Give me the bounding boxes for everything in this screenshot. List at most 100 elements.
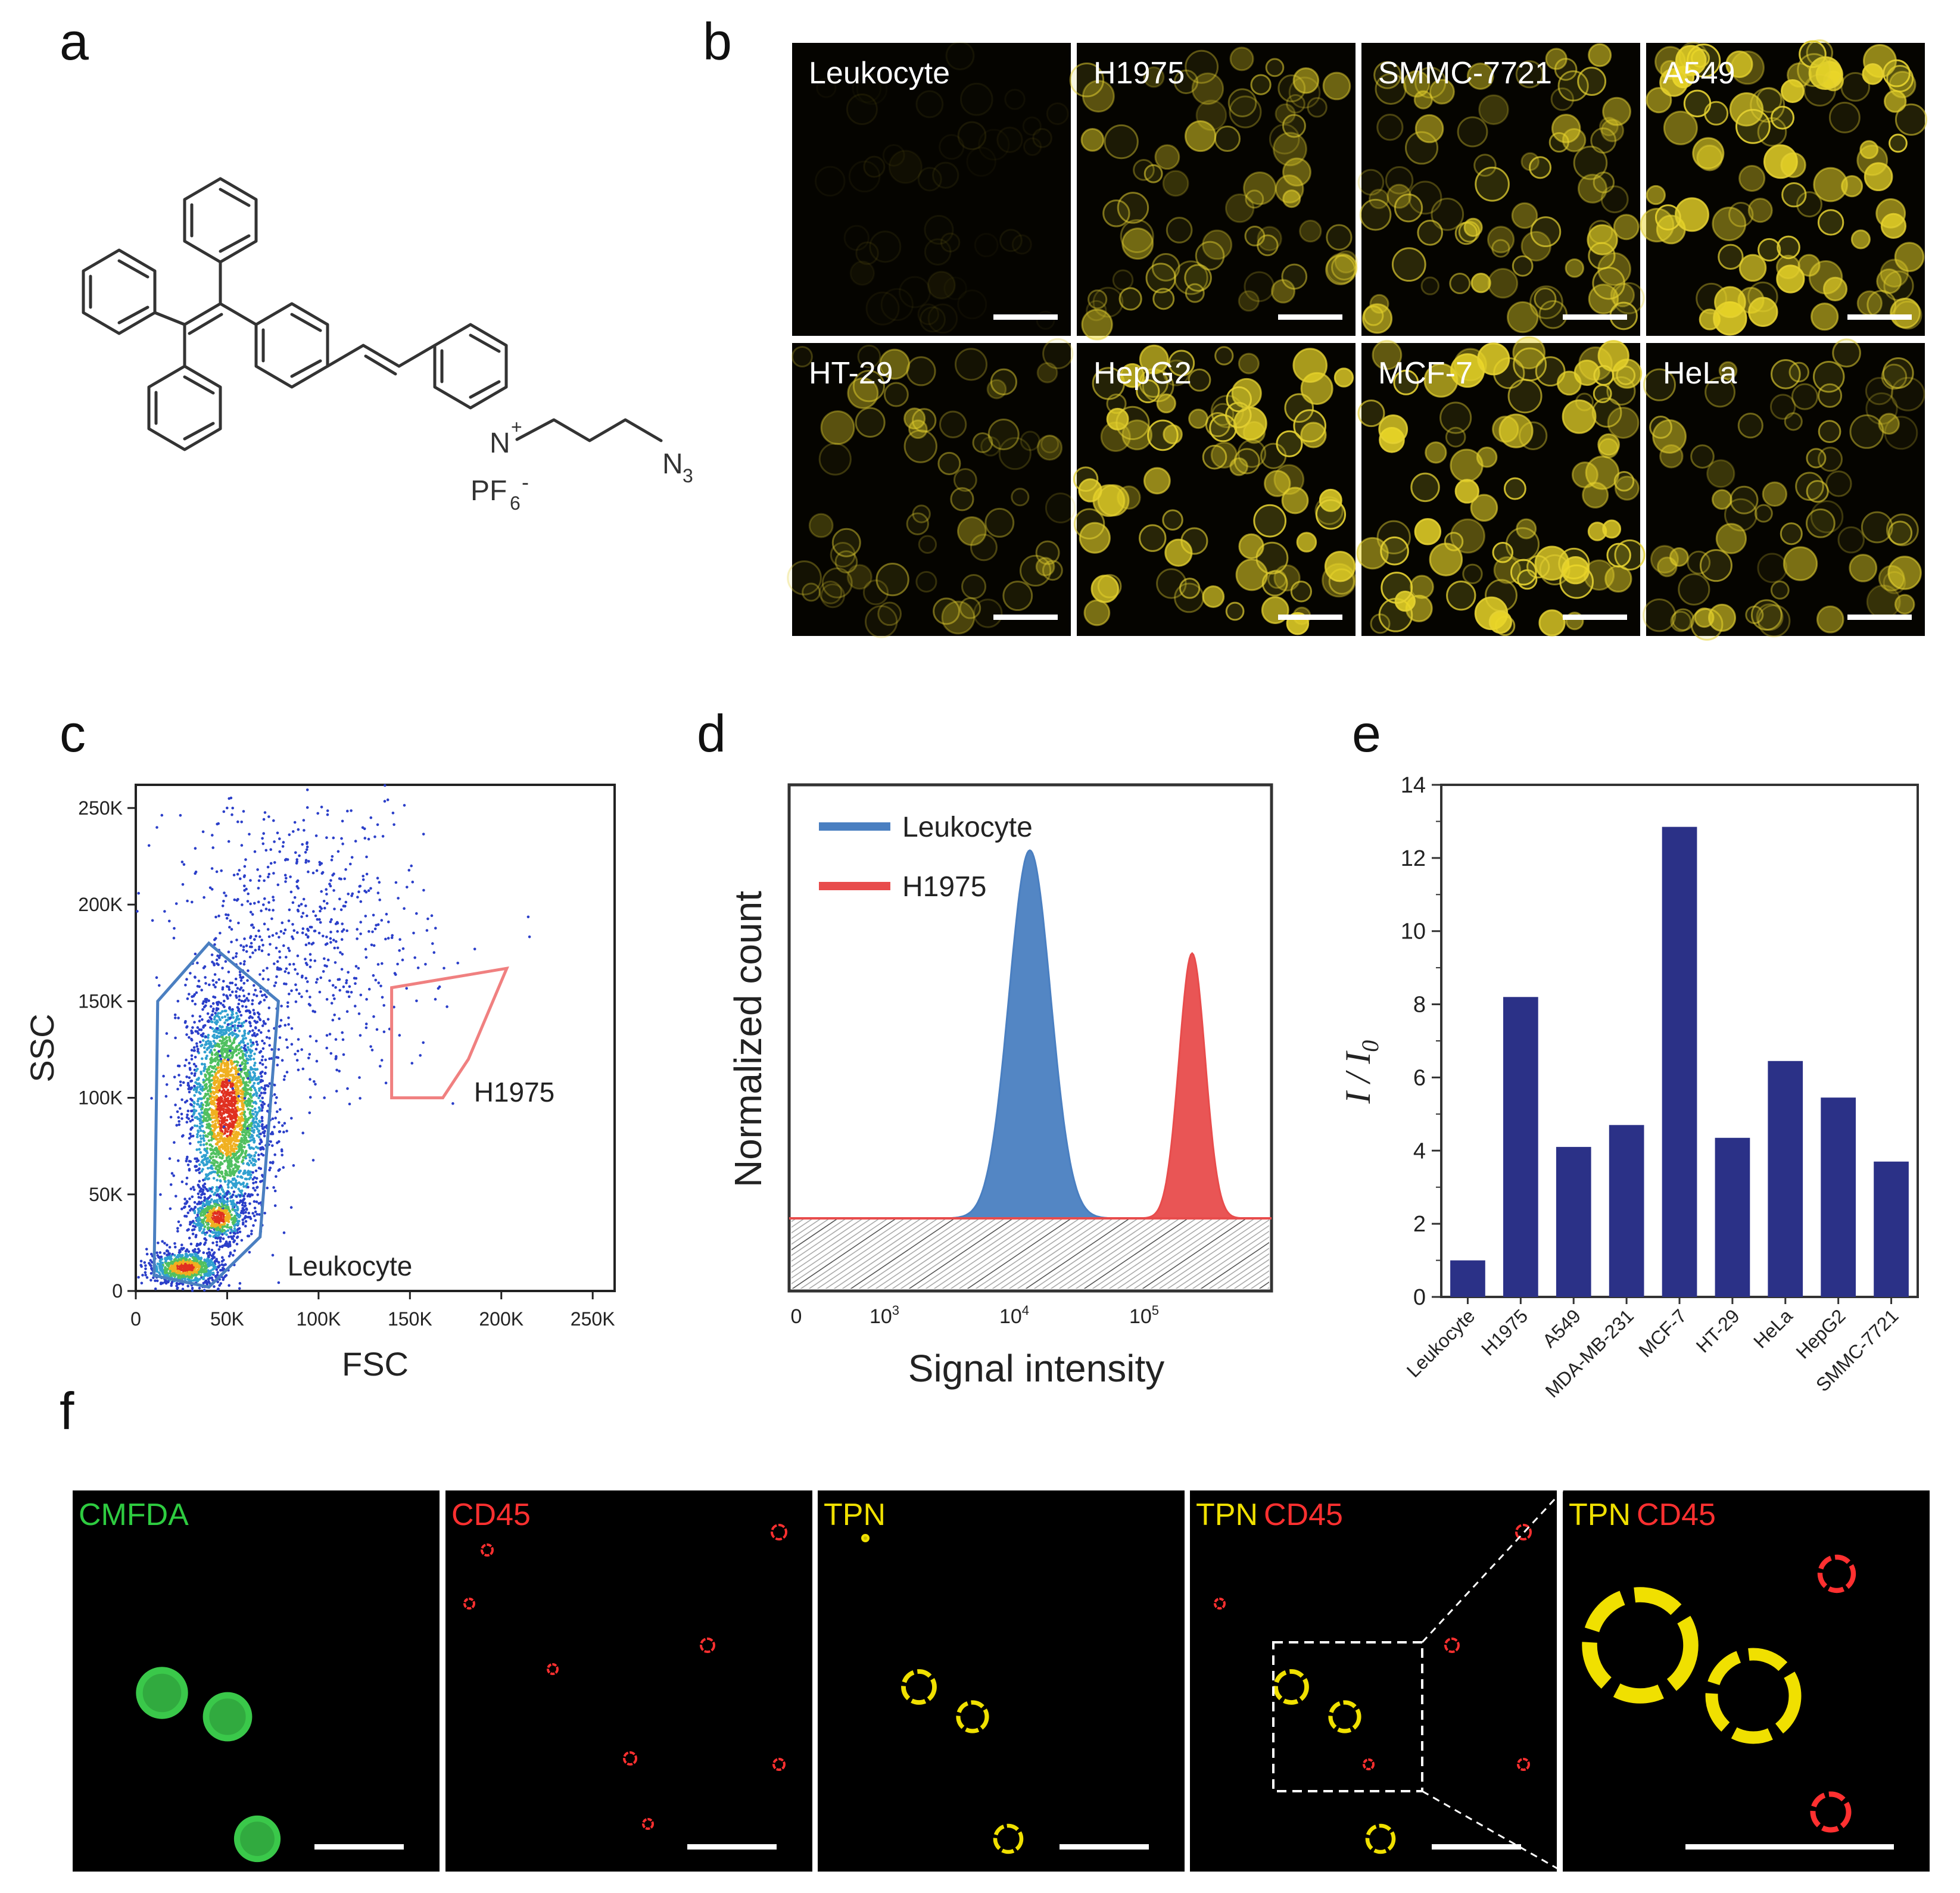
event-dot [382, 1004, 385, 1007]
event-dot [258, 1142, 261, 1145]
event-dot [197, 1099, 200, 1103]
event-dot [231, 1078, 235, 1081]
event-dot [278, 956, 282, 959]
event-dot [151, 919, 154, 922]
event-dot [231, 1221, 235, 1224]
event-dot [207, 1078, 210, 1081]
event-dot [271, 1117, 275, 1121]
event-dot [210, 1152, 214, 1155]
cell [1226, 386, 1252, 413]
event-dot [214, 1074, 217, 1078]
event-dot [248, 1116, 252, 1119]
cell [863, 155, 886, 178]
event-dot [173, 1013, 177, 1016]
event-dot [235, 1236, 239, 1239]
event-dot [217, 1206, 221, 1209]
event-dot [241, 1159, 245, 1162]
event-dot [219, 1152, 223, 1155]
event-dot [252, 1058, 255, 1061]
event-dot [278, 837, 281, 840]
event-dot [194, 1257, 197, 1261]
event-dot [242, 1087, 246, 1091]
cell [1711, 489, 1732, 510]
event-dot [239, 1057, 242, 1060]
event-dot [204, 1043, 207, 1046]
event-dot [216, 954, 219, 958]
event-dot [245, 1074, 248, 1078]
event-dot [232, 1190, 236, 1193]
event-dot [194, 1072, 197, 1075]
event-dot [216, 1271, 219, 1274]
event-dot [141, 1274, 144, 1277]
cell [1446, 581, 1476, 611]
event-dot [257, 1130, 260, 1133]
event-dot [281, 921, 284, 924]
event-dot [247, 1186, 250, 1189]
event-dot [254, 1027, 257, 1030]
cell [1042, 560, 1063, 581]
cell [1097, 484, 1130, 517]
event-dot [221, 1256, 224, 1259]
event-dot [273, 840, 276, 843]
cell [1649, 416, 1673, 439]
event-dot [273, 1189, 277, 1193]
event-dot [156, 1262, 160, 1265]
event-dot [261, 1039, 264, 1043]
event-dot [243, 1030, 246, 1033]
cell [1288, 76, 1321, 109]
event-dot [239, 1190, 243, 1194]
cell [1185, 49, 1219, 84]
event-dot [169, 1115, 173, 1119]
event-dot [213, 1164, 216, 1167]
event-dot [207, 1280, 210, 1283]
event-dot [246, 1042, 250, 1046]
cell [1811, 302, 1839, 331]
event-dot [211, 1074, 214, 1077]
event-dot [260, 1152, 263, 1156]
event-dot [211, 1044, 215, 1048]
scale-bar [1847, 314, 1912, 320]
cell [1040, 435, 1060, 454]
event-dot [248, 832, 251, 836]
event-dot [241, 1024, 245, 1028]
event-dot [205, 1208, 208, 1211]
event-dot [217, 1121, 220, 1125]
event-dot [155, 826, 158, 829]
cell [1738, 165, 1766, 192]
cell [879, 348, 911, 380]
event-dot [201, 1107, 204, 1110]
event-dot [200, 1187, 203, 1190]
event-dot [247, 1173, 250, 1176]
event-dot [245, 887, 248, 891]
event-dot [233, 1249, 236, 1252]
event-dot [248, 1177, 251, 1181]
cell [1565, 258, 1585, 278]
cell [1225, 601, 1245, 621]
event-dot [258, 1094, 261, 1097]
event-dot [244, 1220, 248, 1223]
cell [1597, 340, 1629, 372]
event-dot [206, 1226, 210, 1230]
event-dot [257, 948, 261, 951]
cell [1284, 393, 1314, 423]
cell [848, 160, 881, 193]
event-dot [233, 1227, 236, 1230]
cell [1477, 342, 1510, 376]
cell [1707, 603, 1737, 632]
event-dot [254, 1111, 257, 1114]
event-dot [204, 1040, 208, 1044]
cell [787, 560, 822, 595]
event-dot [239, 1119, 242, 1122]
cell [906, 512, 929, 535]
event-dot [326, 902, 329, 905]
event-dot [288, 908, 291, 912]
event-dot [185, 1121, 189, 1124]
event-dot [252, 1131, 255, 1134]
event-dot [266, 928, 270, 931]
event-dot [211, 834, 214, 837]
event-dot [229, 1114, 232, 1117]
event-dot [383, 800, 387, 803]
event-dot [216, 1099, 219, 1102]
event-dot [162, 1074, 165, 1078]
event-dot [251, 1041, 255, 1044]
